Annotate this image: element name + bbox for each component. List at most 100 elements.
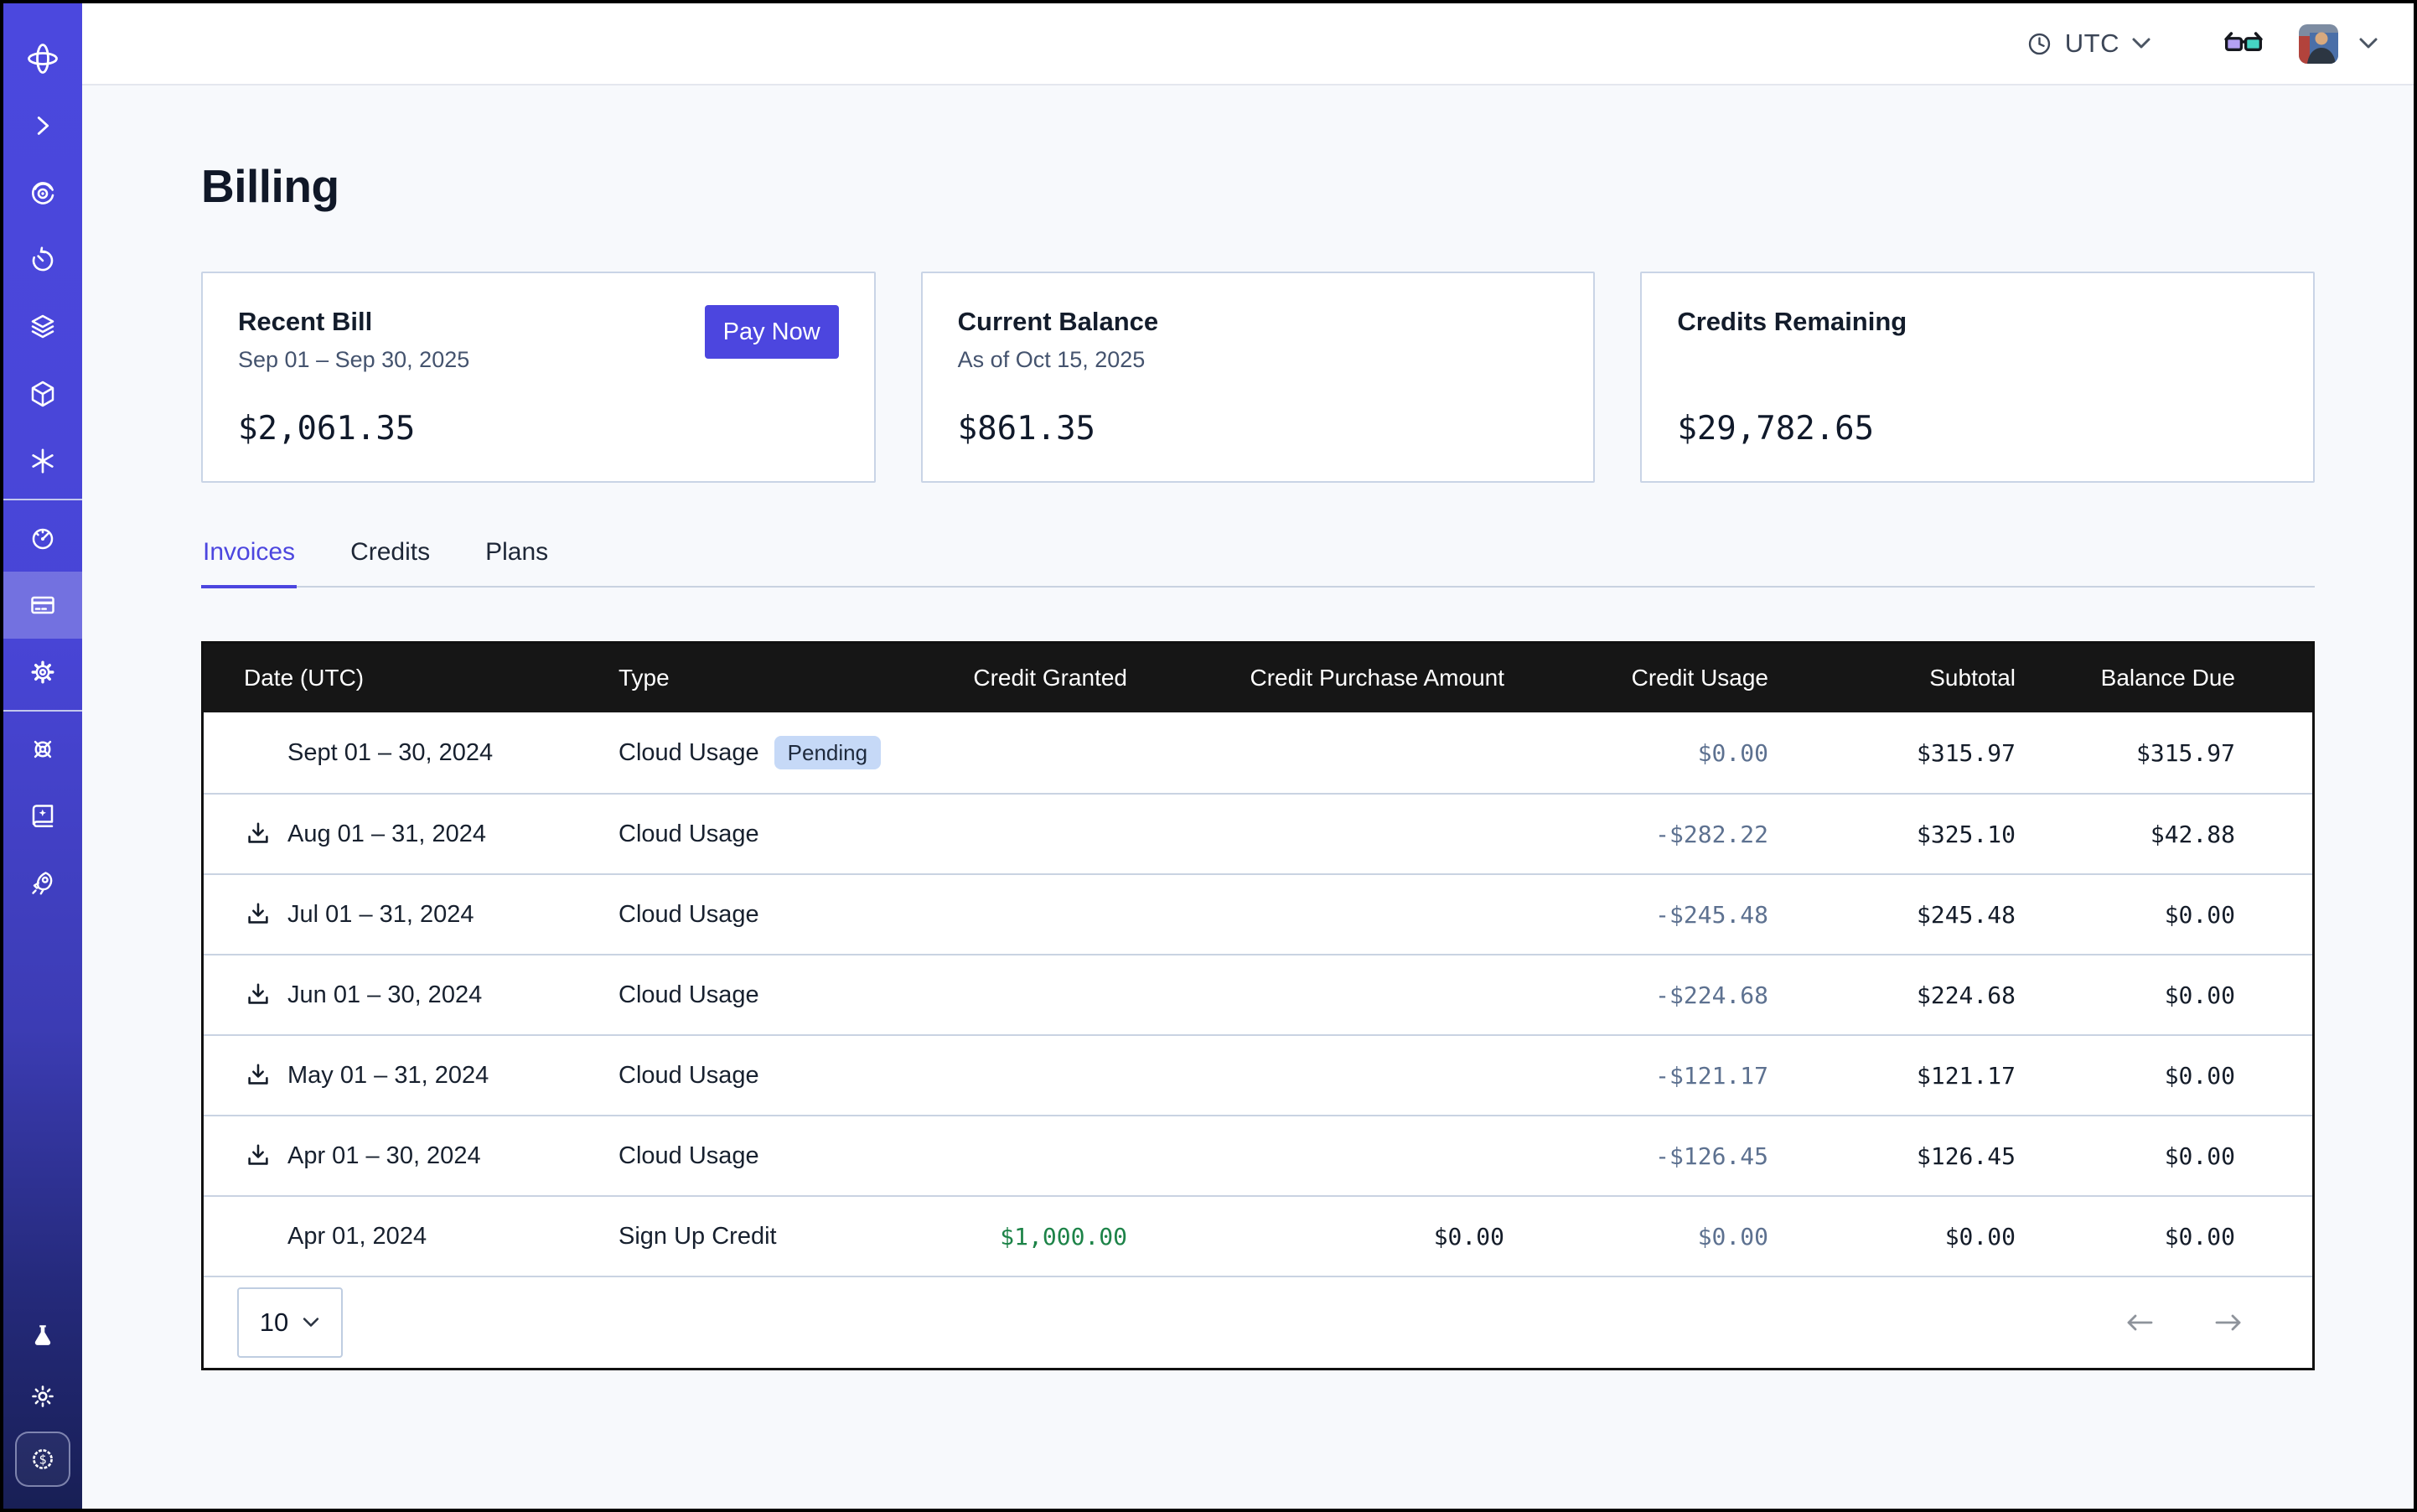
live-eye-icon[interactable] (3, 159, 82, 226)
3d-glasses-icon[interactable] (2223, 30, 2264, 57)
balance-due-value: $0.00 (2164, 1142, 2235, 1170)
card-title: Current Balance (957, 307, 1159, 336)
table-row[interactable]: May 01 – 31, 2024 Cloud Usage -$121.17 $… (204, 1034, 2312, 1115)
card-title: Recent Bill (238, 307, 373, 336)
credit-usage-value: -$126.45 (1655, 1142, 1768, 1170)
gear-icon[interactable] (3, 639, 82, 706)
credit-usage-value: -$224.68 (1655, 981, 1768, 1009)
billing-period: Sep 01 – Sep 30, 2025 (238, 347, 470, 372)
invoice-date: Jul 01 – 31, 2024 (287, 900, 474, 928)
invoice-type: Cloud Usage (618, 981, 759, 1008)
balance-due-value: $0.00 (2164, 1222, 2235, 1251)
orbit-logo-icon[interactable] (3, 25, 82, 92)
timezone-label: UTC (2064, 28, 2119, 58)
invoice-type: Cloud Usage (618, 900, 759, 928)
clock-icon (2028, 33, 2050, 54)
invoices-table: Date (UTC) Type Credit Granted Credit Pu… (201, 641, 2315, 1370)
sidebar-divider (3, 710, 82, 712)
download-invoice-icon[interactable] (242, 979, 274, 1011)
column-header-credit-usage: Credit Usage (1631, 665, 1768, 691)
invoice-date: Sept 01 – 30, 2024 (287, 738, 494, 766)
page-size-value: 10 (259, 1307, 289, 1337)
credit-usage-value: $0.00 (1697, 1222, 1768, 1251)
helm-wheel-icon[interactable] (3, 716, 82, 783)
table-row[interactable]: Aug 01 – 31, 2024 Cloud Usage -$282.22 $… (204, 793, 2312, 873)
credits-remaining-amount: $29,782.65 (1677, 410, 1875, 448)
table-row[interactable]: Apr 01 – 30, 2024 Cloud Usage -$126.45 $… (204, 1115, 2312, 1195)
rocket-icon[interactable] (3, 850, 82, 917)
invoice-date: Apr 01, 2024 (287, 1222, 427, 1250)
content: Billing Recent Bill Sep 01 – Sep 30, 202… (82, 85, 2414, 1421)
subtotal-value: $121.17 (1916, 1061, 2016, 1090)
next-page-icon[interactable] (2212, 1307, 2245, 1338)
credit-usage-value: -$245.48 (1655, 900, 1768, 929)
page-size-select[interactable]: 10 (237, 1287, 343, 1358)
asterisk-icon[interactable] (3, 427, 82, 495)
tab-credits[interactable]: Credits (350, 538, 431, 566)
chevron-right-icon[interactable] (3, 92, 82, 159)
main-area: UTC (82, 3, 2414, 1509)
account-menu-chevron[interactable] (2358, 37, 2378, 50)
credit-usage-value: -$121.17 (1655, 1061, 1768, 1090)
timezone-selector[interactable]: UTC (2026, 28, 2151, 59)
subtotal-value: $325.10 (1916, 820, 2016, 848)
avatar[interactable] (2299, 23, 2338, 64)
card-title: Credits Remaining (1677, 307, 1907, 336)
column-header-balance-due: Balance Due (2100, 665, 2235, 691)
billing-tabs: Invoices Credits Plans (201, 538, 2315, 588)
dollar-badge-icon[interactable]: $ (15, 1432, 70, 1487)
table-row[interactable]: Jun 01 – 30, 2024 Cloud Usage -$224.68 $… (204, 954, 2312, 1034)
balance-due-value: $0.00 (2164, 981, 2235, 1009)
pay-now-button[interactable]: Pay Now (704, 305, 839, 359)
invoice-date: Apr 01 – 30, 2024 (287, 1142, 481, 1169)
credit-purchase-value: $0.00 (1433, 1222, 1504, 1251)
gauge-icon[interactable] (3, 505, 82, 572)
subtotal-value: $224.68 (1916, 981, 2016, 1009)
table-row[interactable]: Sept 01 – 30, 2024 Cloud Usage Pending $… (204, 712, 2312, 793)
subtotal-value: $126.45 (1916, 1142, 2016, 1170)
subtotal-value: $245.48 (1916, 900, 2016, 929)
current-balance-amount: $861.35 (957, 410, 1096, 448)
invoice-type: Cloud Usage (618, 1142, 759, 1169)
sidebar-divider (3, 499, 82, 500)
docs-book-icon[interactable] (3, 783, 82, 850)
column-header-subtotal: Subtotal (1929, 665, 2016, 691)
tab-invoices[interactable]: Invoices (201, 538, 298, 588)
billing-card-icon (31, 596, 54, 614)
layers-icon[interactable] (3, 293, 82, 360)
chevron-down-icon (2359, 38, 2378, 49)
invoice-type: Cloud Usage (618, 1061, 759, 1089)
page-title: Billing (201, 160, 339, 212)
column-header-credit-purchase: Credit Purchase Amount (1250, 665, 1505, 691)
sidebar-item-billing[interactable] (3, 572, 82, 639)
download-invoice-icon[interactable] (242, 898, 274, 930)
balance-due-value: $0.00 (2164, 900, 2235, 929)
balance-due-value: $315.97 (2135, 738, 2235, 767)
credit-usage-value: $0.00 (1697, 738, 1768, 767)
sidebar: $ (3, 3, 82, 1509)
invoice-type: Cloud Usage (618, 820, 759, 847)
subtotal-value: $315.97 (1916, 738, 2016, 767)
invoice-date: Jun 01 – 30, 2024 (287, 981, 483, 1008)
invoice-date: Aug 01 – 31, 2024 (287, 820, 487, 847)
table-row[interactable]: Apr 01, 2024 Sign Up Credit $1,000.00 $0… (204, 1195, 2312, 1276)
chevron-down-icon (303, 1318, 319, 1327)
table-footer: 10 (204, 1276, 2312, 1368)
status-badge: Pending (774, 736, 882, 769)
sun-icon[interactable] (3, 1366, 82, 1427)
timer-icon[interactable] (3, 226, 82, 293)
previous-page-icon[interactable] (2123, 1307, 2156, 1338)
download-invoice-icon[interactable] (242, 818, 274, 850)
balance-due-value: $0.00 (2164, 1061, 2235, 1090)
credits-remaining-card: Credits Remaining $29,782.65 (1640, 272, 2316, 483)
credit-granted-value: $1,000.00 (1000, 1222, 1127, 1251)
flask-icon[interactable] (3, 1306, 82, 1366)
current-balance-card: Current Balance As of Oct 15, 2025 $861.… (920, 272, 1596, 483)
recent-bill-amount: $2,061.35 (238, 410, 416, 448)
tab-plans[interactable]: Plans (485, 538, 549, 566)
download-invoice-icon[interactable] (242, 1140, 274, 1172)
table-row[interactable]: Jul 01 – 31, 2024 Cloud Usage -$245.48 $… (204, 873, 2312, 954)
cube-icon[interactable] (3, 360, 82, 427)
download-invoice-icon[interactable] (242, 1059, 274, 1091)
invoice-date: May 01 – 31, 2024 (287, 1061, 489, 1089)
